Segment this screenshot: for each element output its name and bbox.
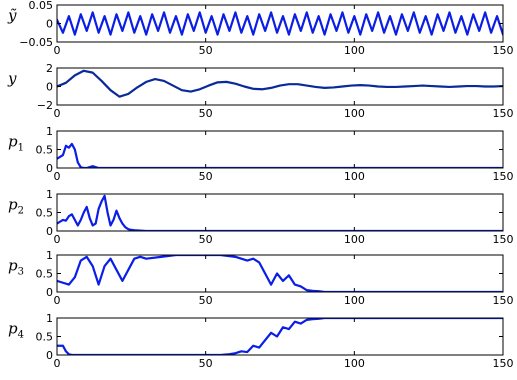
- x-tick-label: 0: [54, 233, 61, 246]
- x-tick-label: 0: [54, 294, 61, 307]
- y-tick-label: 1: [46, 312, 53, 325]
- y-tick-label: 0: [46, 162, 53, 175]
- series-line-5: [57, 255, 503, 292]
- plot-frame: [56, 130, 504, 169]
- y-axis-label-subscript: 1: [18, 143, 24, 154]
- x-tick-label: 0: [54, 170, 61, 183]
- x-tick-label: 100: [344, 294, 365, 307]
- series-line-4: [57, 194, 503, 231]
- x-tick-label: 50: [199, 44, 213, 57]
- y-tick-label: 0.05: [29, 0, 54, 12]
- x-tick-label: 50: [199, 233, 213, 246]
- y-axis-label-subscript: 2: [18, 206, 24, 217]
- x-tick-label: 150: [493, 170, 514, 183]
- y-tick-label: 0: [46, 18, 53, 31]
- y-axis-label: p2: [8, 196, 24, 217]
- x-tick-label: 50: [199, 357, 213, 370]
- plot-frame: [56, 254, 504, 293]
- series-line-3: [57, 142, 503, 168]
- x-tick-label: 150: [493, 107, 514, 120]
- x-tick-label: 0: [54, 44, 61, 57]
- x-tick-label: 100: [344, 233, 365, 246]
- x-tick-label: 100: [344, 44, 365, 57]
- y-axis-label: p4: [8, 320, 24, 341]
- x-tick-label: 0: [54, 107, 61, 120]
- x-tick-label: 50: [199, 170, 213, 183]
- series-line-2: [57, 69, 503, 98]
- y-tick-label: 0: [46, 225, 53, 238]
- x-tick-label: 150: [493, 233, 514, 246]
- x-tick-label: 50: [199, 107, 213, 120]
- y-tick-label: 2: [46, 62, 53, 75]
- y-tick-label: 0.5: [36, 331, 54, 344]
- y-tick-label: 1: [46, 188, 53, 201]
- y-tick-label: −2: [37, 99, 53, 112]
- y-tick-label: 0: [46, 286, 53, 299]
- y-axis-label: y: [7, 70, 17, 88]
- y-axis-label-subscript: 4: [18, 330, 24, 341]
- plot-frame: [56, 317, 504, 356]
- x-tick-label: 150: [493, 357, 514, 370]
- y-tick-label: 0: [46, 349, 53, 362]
- series-line-1: [57, 11, 503, 36]
- y-axis-label: p3: [8, 257, 24, 278]
- x-tick-label: 100: [344, 357, 365, 370]
- series-line-6: [57, 318, 503, 355]
- x-tick-label: 50: [199, 294, 213, 307]
- y-tick-label: 1: [46, 249, 53, 262]
- x-tick-label: 150: [493, 44, 514, 57]
- x-tick-label: 150: [493, 294, 514, 307]
- x-tick-label: 0: [54, 357, 61, 370]
- x-tick-label: 100: [344, 170, 365, 183]
- y-tick-label: 0.5: [36, 207, 54, 220]
- y-tick-label: 0.5: [36, 268, 54, 281]
- y-axis-label: ỹ: [7, 7, 17, 25]
- y-tick-label: 0.5: [36, 144, 54, 157]
- y-axis-label-subscript: 3: [18, 267, 24, 278]
- y-tick-label: 0: [46, 81, 53, 94]
- x-tick-label: 100: [344, 107, 365, 120]
- y-tick-label: −0.05: [19, 36, 53, 49]
- y-axis-label: p1: [8, 133, 24, 154]
- y-tick-label: 1: [46, 125, 53, 138]
